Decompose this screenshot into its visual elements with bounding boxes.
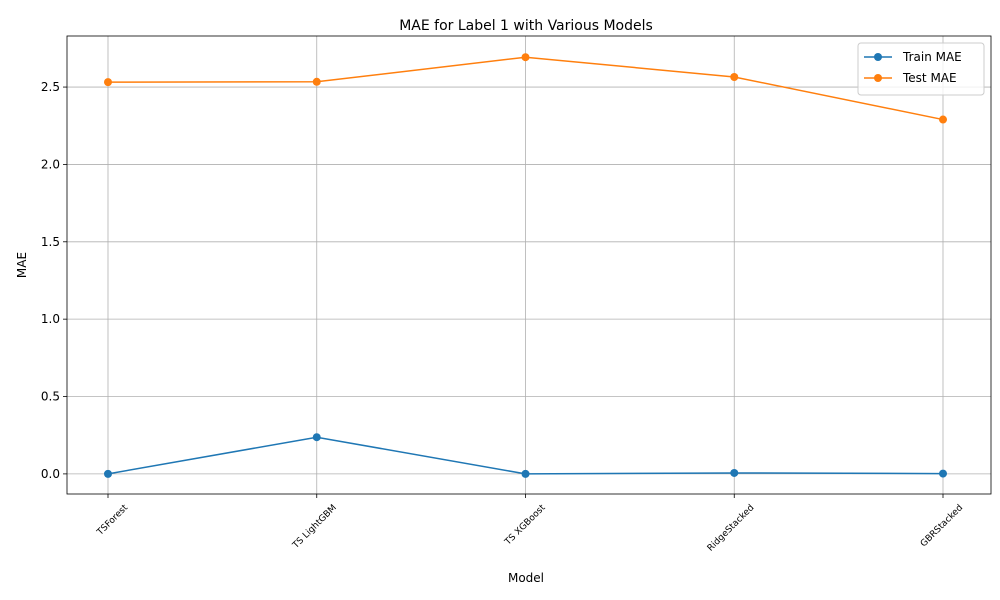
y-tick-label: 0.5 <box>41 390 60 404</box>
y-tick-label: 0.0 <box>41 467 60 481</box>
data-point <box>939 469 947 478</box>
y-tick-label: 1.5 <box>41 235 60 249</box>
x-axis-label: Model <box>508 571 544 585</box>
x-tick-label: RidgeStacked <box>706 503 757 554</box>
legend-label: Test MAE <box>902 71 957 85</box>
y-axis-ticks: 0.0 0.5 1.0 1.5 2.0 2.5 <box>41 80 67 481</box>
y-tick-label: 1.0 <box>41 312 60 326</box>
data-point <box>730 468 739 477</box>
y-tick-label: 2.0 <box>41 157 60 171</box>
y-axis-label: MAE <box>15 252 29 278</box>
data-point <box>312 433 321 442</box>
data-point <box>730 73 739 82</box>
data-point <box>104 469 112 478</box>
data-point <box>521 469 530 478</box>
series-points <box>104 53 947 478</box>
y-tick-label: 2.5 <box>41 80 60 94</box>
x-tick-label: TS XGBoost <box>503 503 548 548</box>
data-point <box>312 77 321 86</box>
x-tick-label: TS LightGBM <box>290 503 338 551</box>
x-tick-label: GBRStacked <box>919 503 965 549</box>
legend-label: Train MAE <box>902 50 962 64</box>
x-tick-label: TSForest <box>95 503 131 539</box>
data-point <box>104 78 112 87</box>
x-axis-ticks: TSForest TS LightGBM TS XGBoost RidgeStacke… <box>95 494 965 554</box>
legend: Train MAE Test MAE <box>857 42 985 96</box>
plot-frame <box>66 35 992 495</box>
data-point <box>521 53 530 62</box>
data-point <box>939 115 947 124</box>
legend-box <box>857 42 985 96</box>
grid-lines <box>67 36 991 494</box>
legend-marker <box>874 74 882 82</box>
legend-marker <box>874 53 882 61</box>
chart-title: MAE for Label 1 with Various Models <box>399 18 653 34</box>
